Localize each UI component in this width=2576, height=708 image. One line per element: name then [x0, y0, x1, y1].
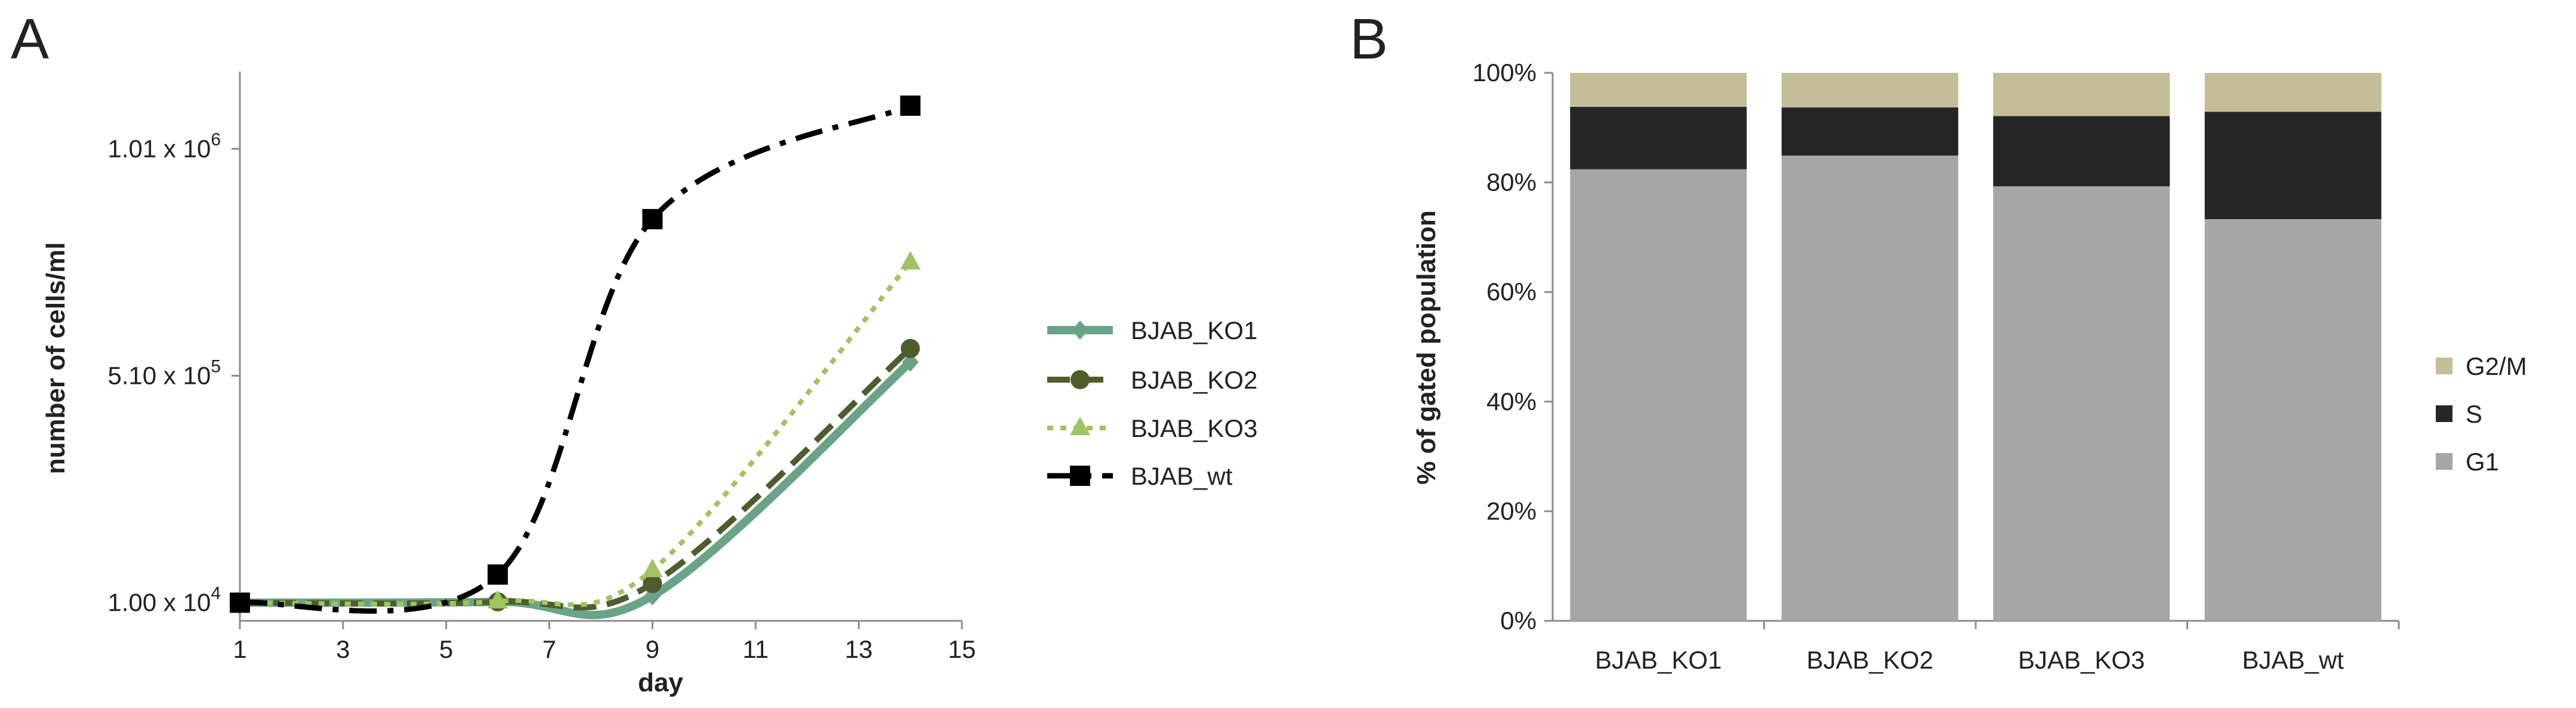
x-tick-label: 3 [336, 635, 350, 663]
panel-a-y-axis-title: number of cells/ml [41, 242, 70, 475]
legend-label: G1 [2466, 448, 2499, 476]
y-tick-label: 80% [1486, 168, 1537, 196]
data-point-bjab_wt [488, 564, 508, 585]
panel-b-y-ticks: 0% 20% 40% 60% 80% 100% [1473, 59, 1553, 635]
y-tick-label: 60% [1486, 278, 1537, 306]
x-tick-label: 1 [233, 635, 246, 663]
panel-a-x-axis-title: day [638, 668, 683, 697]
panel-b: B 0% 20% 40% 60% 80% 100% % of gated populati… [1350, 7, 2527, 674]
bar-segment-g1-bjab_wt [2204, 219, 2381, 621]
legend-marker [1070, 370, 1090, 389]
legend-label: S [2466, 400, 2482, 428]
legend-swatch-g1 [2436, 453, 2452, 470]
legend-swatch-s [2436, 405, 2452, 422]
y-tick-label: 20% [1486, 497, 1537, 525]
category-label: BJAB_wt [2242, 646, 2344, 674]
panel-a-letter: A [11, 7, 49, 71]
bar-segment-s-bjab_wt [2204, 112, 2381, 220]
data-point-bjab_wt [900, 96, 921, 116]
category-label: BJAB_KO1 [1595, 646, 1722, 674]
y-tick-label: 40% [1486, 387, 1537, 415]
bar-segment-s-bjab_ko2 [1781, 107, 1958, 156]
data-point-bjab_ko2 [900, 338, 920, 358]
panel-b-y-axis-title: % of gated population [1412, 210, 1441, 485]
x-tick-label: 7 [542, 635, 556, 663]
series-line-bjab_ko3 [239, 260, 912, 608]
panel-a-x-ticks: 1 3 5 7 9 11 13 15 [233, 621, 976, 663]
series-line-bjab_ko2 [239, 346, 912, 611]
panel-b-letter: B [1350, 7, 1388, 71]
series-line-bjab_wt [239, 103, 912, 614]
bar-segment-g1-bjab_ko2 [1781, 155, 1958, 621]
legend-label: G2/M [2466, 352, 2527, 380]
legend-marker [1070, 466, 1090, 486]
x-tick-label: 5 [439, 635, 453, 663]
data-point-bjab_wt [642, 209, 663, 230]
data-point-bjab_wt [230, 592, 250, 613]
panel-b-legend: G2/M S G1 [2436, 352, 2527, 476]
bar-segment-g1-bjab_ko1 [1570, 169, 1747, 621]
y-tick-label: 1.01 x 106 [108, 130, 221, 162]
legend-label: BJAB_wt [1131, 462, 1233, 490]
bar-segment-s-bjab_ko1 [1570, 106, 1747, 170]
y-tick-base: 1.00 x 10 [108, 589, 211, 617]
panel-a-series [230, 96, 921, 620]
bar-segment-g2m-bjab_wt [2204, 73, 2381, 112]
y-tick-exponent: 6 [211, 130, 221, 149]
panel-b-category-labels: BJAB_KO1 BJAB_KO2 BJAB_KO3 BJAB_wt [1595, 621, 2400, 674]
y-tick-label: 100% [1473, 59, 1537, 87]
panel-b-bars [1570, 73, 2381, 621]
legend-swatch-g2m [2436, 358, 2452, 374]
x-tick-label: 11 [742, 635, 769, 663]
data-point-bjab_ko1 [902, 352, 919, 372]
x-tick-label: 9 [646, 635, 659, 663]
y-tick-exponent: 4 [211, 584, 221, 604]
y-tick-label: 1.00 x 104 [108, 584, 221, 617]
y-tick-base: 5.10 x 10 [108, 361, 211, 389]
legend-label: BJAB_KO3 [1131, 414, 1257, 442]
panel-a-y-ticks: 1.00 x 104 5.10 x 105 1.01 x 106 [108, 130, 240, 617]
legend-marker [1072, 321, 1088, 340]
panel-a-legend: BJAB_KO1 BJAB_KO2 BJAB_KO3 BJAB_wt [1047, 316, 1257, 490]
bar-segment-s-bjab_ko3 [1993, 116, 2170, 187]
legend-label: BJAB_KO2 [1131, 366, 1257, 394]
bar-segment-g2m-bjab_ko2 [1781, 73, 1958, 107]
y-tick-base: 1.01 x 10 [108, 134, 211, 162]
y-tick-label: 0% [1500, 607, 1537, 635]
category-label: BJAB_KO2 [1807, 646, 1933, 674]
x-tick-label: 13 [845, 635, 873, 663]
y-tick-exponent: 5 [211, 356, 221, 376]
legend-marker [1070, 417, 1090, 435]
data-point-bjab_ko2 [643, 574, 662, 593]
x-tick-label: 15 [948, 635, 976, 663]
bar-segment-g1-bjab_ko3 [1993, 186, 2170, 621]
data-point-bjab_ko3 [642, 558, 663, 577]
y-tick-label: 5.10 x 105 [108, 356, 221, 389]
bar-segment-g2m-bjab_ko3 [1993, 73, 2170, 116]
category-label: BJAB_KO3 [2018, 646, 2145, 674]
bar-segment-g2m-bjab_ko1 [1570, 73, 1747, 107]
data-point-bjab_ko3 [900, 251, 921, 270]
data-point-bjab_ko3 [488, 590, 508, 609]
legend-label: BJAB_KO1 [1131, 316, 1257, 344]
